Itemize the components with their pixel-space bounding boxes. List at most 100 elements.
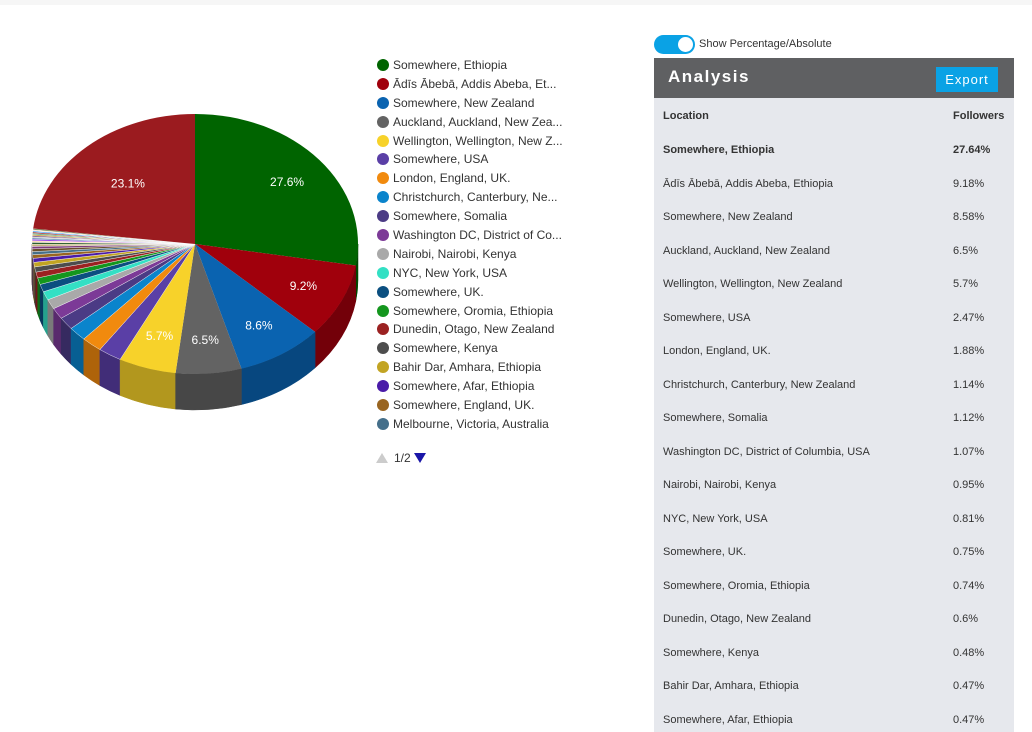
row-location: Somewhere, UK. — [663, 546, 747, 558]
legend-item[interactable]: Auckland, Auckland, New Zea... — [376, 113, 576, 132]
pie-slice[interactable] — [195, 244, 316, 369]
column-header-followers[interactable]: Followers — [953, 110, 1005, 122]
toggle-knob — [678, 37, 693, 52]
legend-label: Melbourne, Victoria, Australia — [393, 416, 549, 431]
row-followers: 1.07% — [953, 445, 985, 458]
row-location: Christchurch, Canterbury, New Zealand — [663, 378, 856, 391]
table-row[interactable]: London, England, UK. 1.88% — [654, 345, 1014, 378]
row-location: Auckland, Auckland, New Zealand — [663, 244, 830, 257]
legend-marker — [377, 247, 389, 260]
table-row[interactable]: Somewhere, Ethiopia 27.64% — [654, 144, 1014, 177]
legend-marker — [377, 153, 389, 166]
legend-label: Somewhere, Kenya — [393, 341, 498, 356]
table-row[interactable]: Somewhere, New Zealand 8.58% — [654, 211, 1014, 244]
legend-label: Washington DC, District of Co... — [393, 228, 562, 243]
page-up-arrow-icon[interactable] — [376, 453, 388, 463]
row-followers: 6.5% — [953, 244, 979, 257]
legend-item[interactable]: Somewhere, England, UK. — [376, 396, 576, 415]
legend-label: Somewhere, UK. — [393, 284, 484, 299]
legend-item[interactable]: Melbourne, Victoria, Australia — [376, 415, 576, 434]
table-row[interactable]: Somewhere, Afar, Ethiopia 0.47% — [654, 714, 1014, 732]
pie-slice-side — [35, 272, 38, 315]
table-row[interactable]: Bahir Dar, Amhara, Ethiopia 0.47% — [654, 680, 1014, 713]
legend-marker — [377, 342, 389, 355]
table-row[interactable]: Nairobi, Nairobi, Kenya 0.95% — [654, 479, 1014, 512]
chart-legend: Somewhere, Ethiopia Ādīs Ābebā, Addis Ab… — [376, 56, 576, 434]
export-button[interactable]: Export — [936, 67, 998, 92]
pie-slice-side — [37, 277, 41, 321]
legend-item[interactable]: London, England, UK. — [376, 169, 576, 188]
table-row[interactable]: Somewhere, UK. 0.75% — [654, 546, 1014, 579]
legend-label: Auckland, Auckland, New Zea... — [393, 114, 563, 129]
legend-item[interactable]: Somewhere, Kenya — [376, 339, 576, 358]
pie-slice-side — [175, 368, 242, 411]
table-row[interactable]: Dunedin, Otago, New Zealand 0.6% — [654, 613, 1014, 646]
legend-label: Somewhere, Ethiopia — [393, 58, 508, 72]
percentage-absolute-toggle[interactable] — [654, 35, 695, 54]
legend-item[interactable]: Somewhere, Ethiopia — [376, 56, 576, 75]
legend-item[interactable]: Dunedin, Otago, New Zealand — [376, 320, 576, 339]
legend-item[interactable]: Somewhere, New Zealand — [376, 94, 576, 113]
row-followers: 0.75% — [953, 546, 985, 558]
legend-marker — [377, 210, 389, 223]
table-row[interactable]: Somewhere, Somalia 1.12% — [654, 412, 1014, 445]
table-row[interactable]: Somewhere, USA 2.47% — [654, 312, 1014, 345]
legend-item[interactable]: Somewhere, Oromia, Ethiopia — [376, 302, 576, 321]
legend-item[interactable]: NYC, New York, USA — [376, 264, 576, 283]
table-row[interactable]: Auckland, Auckland, New Zealand 6.5% — [654, 245, 1014, 278]
legend-item[interactable]: Bahir Dar, Amhara, Ethiopia — [376, 358, 576, 377]
legend-label: London, England, UK. — [393, 171, 511, 186]
legend-item[interactable]: Ādīs Ābebā, Addis Abeba, Et... — [376, 75, 576, 94]
table-row[interactable]: Somewhere, Oromia, Ethiopia 0.74% — [654, 580, 1014, 613]
pie-slice[interactable] — [195, 244, 356, 332]
row-location: Dunedin, Otago, New Zealand — [663, 613, 811, 625]
row-location: Somewhere, Kenya — [663, 646, 759, 659]
pie-slice[interactable] — [32, 228, 196, 245]
legend-item[interactable]: Wellington, Wellington, New Z... — [376, 132, 576, 151]
legend-label: Bahir Dar, Amhara, Ethiopia — [393, 360, 542, 375]
row-location: Wellington, Wellington, New Zealand — [663, 278, 843, 290]
row-location: Somewhere, Somalia — [663, 412, 768, 424]
legend-label: Wellington, Wellington, New Z... — [393, 133, 563, 148]
row-followers: 5.7% — [953, 278, 979, 290]
table-row[interactable]: Somewhere, Kenya 0.48% — [654, 647, 1014, 680]
table-row[interactable]: Wellington, Wellington, New Zealand 5.7% — [654, 278, 1014, 311]
row-location: London, England, UK. — [663, 345, 771, 357]
toggle-label: Show Percentage/Absolute — [699, 38, 832, 50]
legend-marker — [377, 285, 389, 298]
table-row[interactable]: Christchurch, Canterbury, New Zealand 1.1… — [654, 379, 1014, 412]
legend-label: Somewhere, Somalia — [393, 209, 508, 224]
legend-item[interactable]: Christchurch, Canterbury, Ne... — [376, 188, 576, 207]
table-row[interactable]: Washington DC, District of Columbia, USA… — [654, 446, 1014, 479]
row-followers: 1.14% — [953, 378, 985, 391]
page-down-arrow-icon[interactable] — [414, 453, 426, 463]
row-location: NYC, New York, USA — [663, 512, 768, 525]
pie-slice[interactable] — [33, 114, 195, 244]
pie-slice[interactable] — [195, 114, 358, 266]
row-location: Ādīs Ābebā, Addis Abeba, Ethiopia — [663, 177, 834, 190]
row-followers: 0.47% — [953, 713, 985, 726]
row-followers: 0.47% — [953, 680, 985, 692]
pie-slice-side — [119, 359, 176, 410]
legend-item[interactable]: Somewhere, USA — [376, 150, 576, 169]
legend-item[interactable]: Somewhere, Somalia — [376, 207, 576, 226]
legend-marker — [377, 361, 389, 374]
table-row[interactable]: Ādīs Ābebā, Addis Abeba, Ethiopia 9.18% — [654, 178, 1014, 211]
row-followers: 2.47% — [953, 311, 985, 324]
page-indicator: 1/2 — [394, 451, 411, 465]
row-followers: 9.18% — [953, 177, 985, 190]
legend-marker — [377, 115, 389, 128]
pie-slice[interactable] — [120, 244, 195, 374]
column-header-location[interactable]: Location — [663, 110, 709, 122]
legend-marker — [377, 229, 389, 242]
row-followers: 0.48% — [953, 646, 985, 659]
legend-item[interactable]: Somewhere, Afar, Ethiopia — [376, 377, 576, 396]
legend-item[interactable]: Somewhere, UK. — [376, 283, 576, 302]
legend-marker — [377, 191, 389, 204]
table-row[interactable]: NYC, New York, USA 0.81% — [654, 513, 1014, 546]
legend-marker — [377, 323, 389, 336]
legend-label: Somewhere, USA — [393, 152, 489, 167]
pie-slice[interactable] — [175, 244, 242, 374]
legend-item[interactable]: Washington DC, District of Co... — [376, 226, 576, 245]
legend-item[interactable]: Nairobi, Nairobi, Kenya — [376, 245, 576, 264]
